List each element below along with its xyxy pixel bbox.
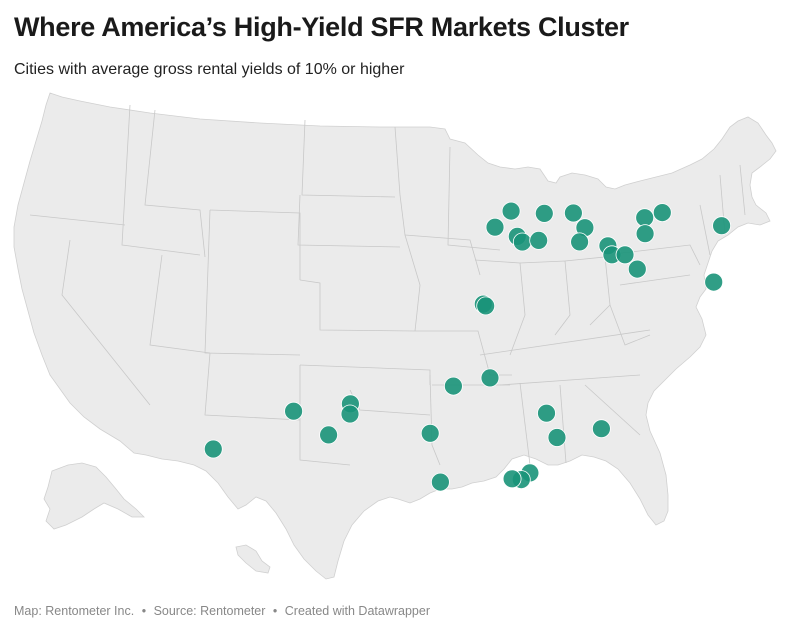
- state-border-line: [144, 109, 206, 258]
- page-title: Where America’s High-Yield SFR Markets C…: [14, 12, 629, 42]
- city-marker[interactable]: [534, 203, 554, 223]
- city-marker[interactable]: [512, 232, 532, 252]
- city-marker[interactable]: [627, 259, 647, 279]
- city-marker[interactable]: [537, 403, 556, 423]
- state-border-line: [699, 204, 711, 256]
- state-border-line: [474, 259, 526, 356]
- state-border-line: [584, 384, 641, 436]
- state-border-line: [519, 382, 531, 466]
- state-border-line: [297, 194, 401, 248]
- city-marker[interactable]: [547, 428, 567, 447]
- state-border-line: [121, 104, 201, 256]
- state-border-line: [61, 239, 151, 406]
- city-marker[interactable]: [529, 230, 549, 250]
- state-border-line: [479, 329, 651, 356]
- city-marker[interactable]: [430, 472, 450, 492]
- source-credit: Source: Rentometer: [153, 604, 266, 618]
- state-border-line: [29, 214, 126, 226]
- footer-separator: •: [272, 604, 278, 618]
- city-marker[interactable]: [476, 296, 496, 316]
- state-border-line: [301, 119, 396, 198]
- created-with-credit: Created with Datawrapper: [284, 604, 430, 618]
- city-marker[interactable]: [485, 217, 505, 237]
- us-map-svg: [13, 92, 777, 580]
- state-border-line: [739, 164, 746, 216]
- land-layer: [13, 92, 777, 580]
- city-marker[interactable]: [480, 368, 500, 388]
- state-border-line: [429, 374, 441, 466]
- state-border-line: [564, 256, 611, 326]
- alaska-shape: [43, 462, 145, 530]
- state-border-line: [519, 260, 571, 336]
- hawaii-shape: [235, 544, 271, 574]
- city-marker[interactable]: [203, 439, 223, 459]
- footer-separator: •: [141, 604, 147, 618]
- city-marker[interactable]: [592, 419, 611, 439]
- city-marker[interactable]: [340, 404, 360, 424]
- state-border-line: [447, 146, 501, 251]
- city-marker[interactable]: [635, 224, 655, 244]
- footer-credits: Map: Rentometer Inc. • Source: Rentomete…: [14, 604, 430, 618]
- city-marker[interactable]: [284, 401, 304, 421]
- state-border-line: [299, 279, 416, 332]
- us-map: [0, 85, 800, 590]
- state-borders: [29, 104, 746, 466]
- city-marker[interactable]: [443, 376, 463, 396]
- city-marker[interactable]: [501, 201, 521, 221]
- state-border-line: [559, 384, 567, 464]
- city-marker[interactable]: [420, 423, 440, 443]
- state-border-line: [204, 209, 301, 356]
- city-marker[interactable]: [635, 208, 655, 228]
- city-marker[interactable]: [564, 203, 583, 223]
- state-border-line: [209, 209, 301, 280]
- page-subtitle: Cities with average gross rental yields …: [14, 61, 405, 78]
- state-border-line: [299, 365, 351, 466]
- city-marker[interactable]: [570, 232, 589, 252]
- marker-layer: [203, 201, 731, 492]
- contiguous-us-shape: [13, 92, 777, 580]
- city-marker[interactable]: [712, 216, 731, 236]
- state-border-line: [204, 352, 301, 421]
- city-marker[interactable]: [319, 425, 339, 445]
- city-marker[interactable]: [615, 245, 635, 265]
- state-border-line: [499, 374, 641, 386]
- state-border-line: [619, 274, 691, 286]
- state-border-line: [609, 304, 651, 346]
- city-marker[interactable]: [502, 469, 522, 489]
- state-border-line: [149, 254, 211, 354]
- state-border-line: [415, 330, 512, 376]
- state-border-line: [404, 234, 481, 276]
- city-marker[interactable]: [704, 272, 724, 292]
- city-marker[interactable]: [652, 203, 672, 222]
- map-credit: Map: Rentometer Inc.: [14, 604, 135, 618]
